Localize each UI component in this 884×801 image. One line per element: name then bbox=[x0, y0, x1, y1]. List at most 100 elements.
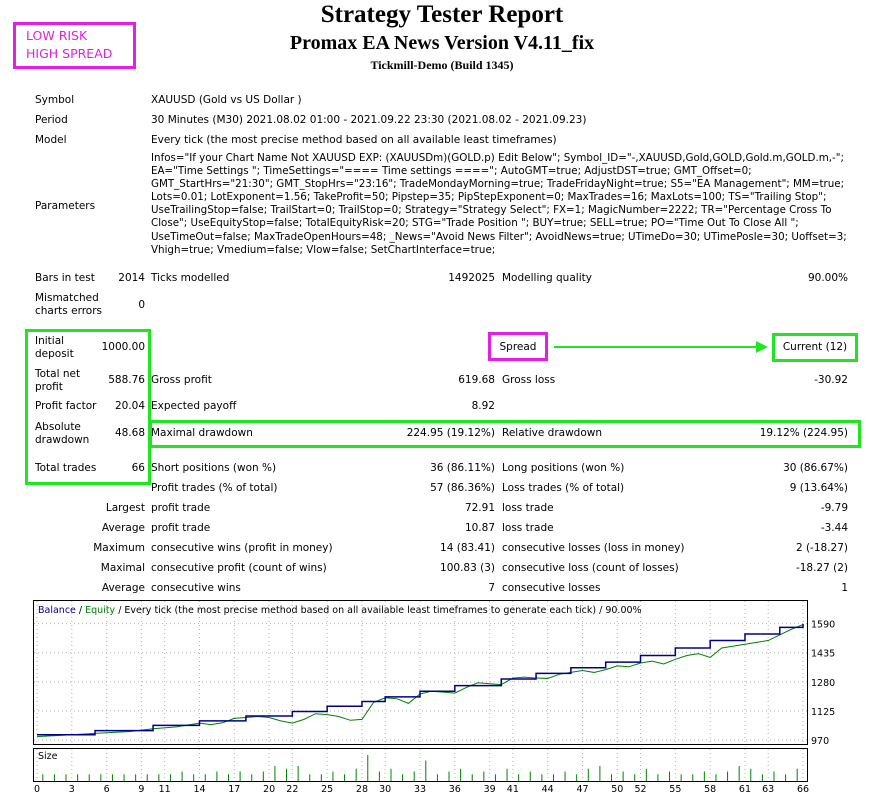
symbol-label: Symbol bbox=[35, 94, 75, 106]
relative-drawdown-value: 19.12% (224.95) bbox=[759, 427, 848, 439]
y-tick-label: 970 bbox=[811, 736, 829, 747]
mismatch-value: 0 bbox=[138, 299, 145, 311]
avg-consec-label: Average bbox=[101, 582, 145, 594]
legend-description: / Every tick (the most precise method ba… bbox=[115, 605, 641, 616]
x-tick-label: 58 bbox=[704, 784, 716, 795]
total-trades-value: 66 bbox=[131, 462, 145, 474]
maximal-drawdown-value: 224.95 (19.12%) bbox=[406, 427, 495, 439]
average-profit-label: profit trade bbox=[151, 522, 211, 534]
ticks-value: 1492025 bbox=[448, 272, 495, 284]
spread-label: Spread bbox=[499, 341, 537, 353]
size-chart: Size 0 3 6 9 11 14 17 20 22 25 28 30 33 36 39 41 44 47 50 5… bbox=[33, 748, 809, 795]
equity-line bbox=[36, 624, 804, 738]
max-consec-losses-label: consecutive losses (loss in money) bbox=[502, 542, 685, 554]
x-tick-label: 41 bbox=[507, 784, 519, 795]
x-tick-label: 44 bbox=[542, 784, 554, 795]
x-tick-label: 25 bbox=[321, 784, 333, 795]
deposit-stats-highlight bbox=[25, 329, 151, 485]
largest-loss-value: -9.79 bbox=[820, 502, 848, 514]
largest-profit-label: profit trade bbox=[151, 502, 211, 514]
loss-trades-value: 9 (13.64%) bbox=[789, 482, 848, 494]
y-tick-label: 1590 bbox=[811, 620, 835, 631]
largest-profit-value: 72.91 bbox=[464, 502, 495, 514]
mismatch-label: Mismatched charts errors bbox=[35, 292, 102, 317]
absolute-drawdown-label: Absolute drawdown bbox=[35, 421, 90, 446]
balance-equity-chart: 1590 1435 1280 1125 970 Balance / Equity / E… bbox=[33, 600, 835, 747]
x-tick-label: 66 bbox=[797, 784, 809, 795]
short-positions-value: 36 (86.11%) bbox=[430, 462, 495, 474]
max-consec-wins-value: 14 (83.41) bbox=[440, 542, 495, 554]
x-tick-label: 20 bbox=[263, 784, 275, 795]
relative-drawdown-label: Relative drawdown bbox=[502, 427, 603, 439]
long-positions-value: 30 (86.67%) bbox=[783, 462, 848, 474]
average-loss-label: loss trade bbox=[502, 522, 554, 534]
bars-value: 2014 bbox=[118, 272, 145, 284]
x-tick-label: 3 bbox=[69, 784, 75, 795]
y-tick-label: 1280 bbox=[811, 678, 835, 689]
x-tick-label: 50 bbox=[611, 784, 623, 795]
maximum-label: Maximum bbox=[93, 542, 145, 554]
x-tick-label: 47 bbox=[576, 784, 588, 795]
model-label: Model bbox=[35, 134, 67, 146]
gross-loss-value: -30.92 bbox=[814, 374, 848, 386]
avg-consec-wins-label: consecutive wins bbox=[151, 582, 241, 594]
x-tick-label: 55 bbox=[669, 784, 681, 795]
size-chart-label: Size bbox=[38, 751, 58, 762]
report-subtitle: Promax EA News Version V4.11_fix bbox=[289, 32, 595, 54]
loss-trades-label: Loss trades (% of total) bbox=[502, 482, 625, 494]
model-value: Every tick (the most precise method base… bbox=[151, 134, 557, 146]
quality-label: Modelling quality bbox=[502, 272, 592, 284]
initial-deposit-label: Initial deposit bbox=[35, 335, 74, 360]
x-tick-label: 36 bbox=[449, 784, 461, 795]
average-label: Average bbox=[101, 522, 145, 534]
absolute-drawdown-value: 48.68 bbox=[114, 427, 145, 439]
report-server: Tickmill-Demo (Build 1345) bbox=[370, 58, 514, 72]
report-title: Strategy Tester Report bbox=[320, 1, 564, 28]
x-tick-label: 11 bbox=[159, 784, 171, 795]
x-tick-label: 33 bbox=[414, 784, 426, 795]
profit-trades-value: 57 (86.36%) bbox=[430, 482, 495, 494]
profit-trades-label: Profit trades (% of total) bbox=[151, 482, 278, 494]
x-tick-label: 39 bbox=[484, 784, 496, 795]
average-profit-value: 10.87 bbox=[464, 522, 495, 534]
current-spread-value: Current (12) bbox=[782, 341, 848, 353]
profit-factor-label: Profit factor bbox=[35, 400, 97, 412]
x-tick-label: 61 bbox=[739, 784, 751, 795]
gross-profit-value: 619.68 bbox=[458, 374, 495, 386]
maximal-label: Maximal bbox=[100, 562, 145, 574]
maximal-consec-profit-value: 100.83 (3) bbox=[440, 562, 495, 574]
x-tick-label: 28 bbox=[356, 784, 368, 795]
long-positions-label: Long positions (won %) bbox=[502, 462, 625, 474]
initial-deposit-value: 1000.00 bbox=[101, 341, 145, 353]
y-tick-label: 1125 bbox=[811, 707, 835, 718]
legend-balance: Balance bbox=[38, 605, 76, 616]
parameters-label: Parameters bbox=[35, 200, 96, 212]
maximal-consec-loss-label: consecutive loss (count of losses) bbox=[502, 562, 679, 574]
risk-annotation-line2: HIGH SPREAD bbox=[26, 46, 113, 61]
x-tick-label: 0 bbox=[34, 784, 40, 795]
x-tick-label: 22 bbox=[286, 784, 298, 795]
risk-annotation-line1: LOW RISK bbox=[26, 28, 88, 43]
maximal-consec-profit-label: consecutive profit (count of wins) bbox=[151, 562, 327, 574]
symbol-value: XAUUSD (Gold vs US Dollar ) bbox=[151, 94, 302, 106]
svg-text:Balance / Equity / Every tick: Balance / Equity / Every tick (the most … bbox=[38, 605, 642, 616]
gross-profit-label: Gross profit bbox=[151, 374, 212, 386]
max-consec-wins-label: consecutive wins (profit in money) bbox=[151, 542, 333, 554]
net-profit-value: 588.76 bbox=[108, 374, 145, 386]
maximal-drawdown-label: Maximal drawdown bbox=[151, 427, 253, 439]
maximal-consec-loss-value: -18.27 (2) bbox=[795, 562, 848, 574]
avg-consec-wins-value: 7 bbox=[488, 582, 495, 594]
expected-payoff-value: 8.92 bbox=[471, 400, 495, 412]
avg-consec-losses-value: 1 bbox=[841, 582, 848, 594]
x-tick-label: 9 bbox=[138, 784, 144, 795]
y-tick-label: 1435 bbox=[811, 649, 835, 660]
parameters-value: Infos="If your Chart Name Not XAUUSD EXP… bbox=[151, 152, 847, 256]
spread-arrow-icon bbox=[554, 341, 768, 353]
largest-label: Largest bbox=[105, 502, 145, 514]
quality-value: 90.00% bbox=[807, 272, 848, 284]
gross-loss-label: Gross loss bbox=[502, 374, 556, 386]
drawdown-highlight bbox=[149, 420, 861, 448]
x-tick-label: 63 bbox=[762, 784, 774, 795]
short-positions-label: Short positions (won %) bbox=[151, 462, 277, 474]
x-tick-label: 17 bbox=[228, 784, 240, 795]
